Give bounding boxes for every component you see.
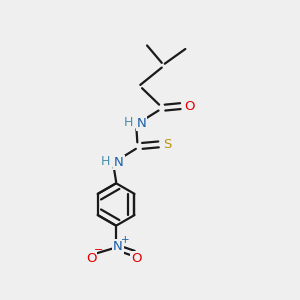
Text: S: S bbox=[163, 138, 172, 151]
Text: H: H bbox=[124, 116, 133, 129]
Text: N: N bbox=[113, 240, 122, 254]
Text: O: O bbox=[131, 252, 142, 265]
Text: H: H bbox=[101, 155, 110, 168]
Text: O: O bbox=[86, 252, 96, 265]
Text: N: N bbox=[136, 117, 146, 130]
Text: +: + bbox=[121, 236, 130, 245]
Text: O: O bbox=[184, 100, 194, 112]
Text: −: − bbox=[94, 245, 103, 255]
Text: N: N bbox=[114, 156, 124, 169]
